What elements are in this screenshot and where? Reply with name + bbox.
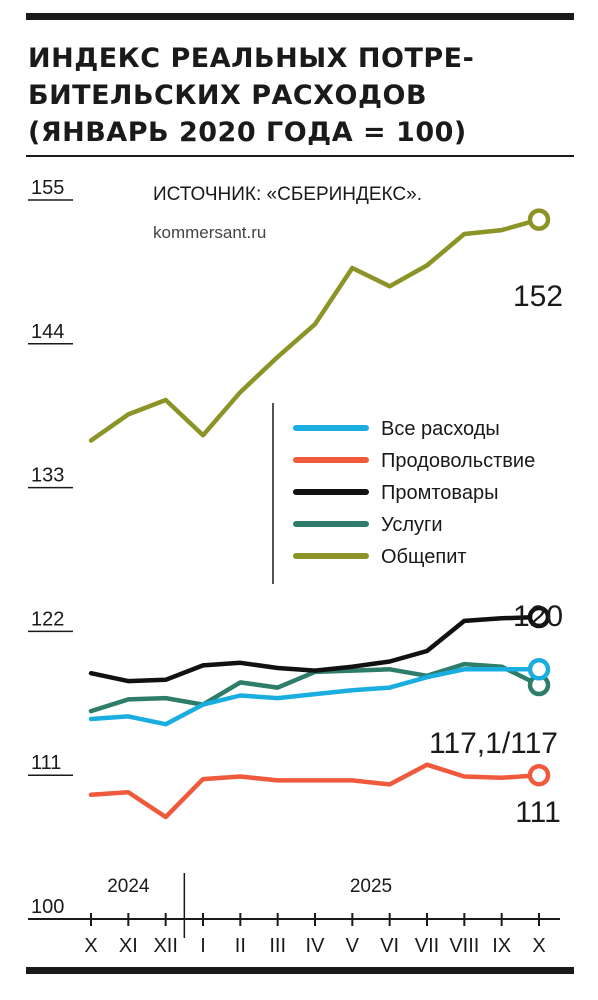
series-Общепит (88, 208, 551, 443)
series-Продовольствие (88, 762, 551, 820)
legend-label: Все расходы (381, 418, 500, 440)
legend-item: Продовольствие (293, 450, 535, 472)
end-marker (527, 605, 551, 629)
y-tick-label: 100 (31, 896, 64, 918)
x-tick-label: X (532, 935, 545, 957)
x-tick-label: XII (153, 935, 177, 957)
x-tick-label: X (84, 935, 97, 957)
legend-item: Все расходы (293, 418, 500, 440)
source-note: ИСТОЧНИК: «СБЕРИНДЕКС». (153, 184, 422, 205)
series-line (88, 762, 542, 820)
legend-item: Общепит (293, 546, 467, 568)
site-credit: kommersant.ru (153, 223, 266, 242)
top-rule (26, 13, 574, 20)
legend: Все расходы Продовольствие Промтовары Услуг… (272, 403, 535, 584)
legend-label: Продовольствие (381, 450, 535, 472)
legend-label: Общепит (381, 546, 467, 568)
end-label: 111 (515, 796, 561, 829)
x-tick-label: V (346, 935, 360, 957)
series-layer: 117,1/117 111 120 152 (88, 208, 563, 829)
title-line-3: (январь 2020 года = 100) (28, 117, 467, 148)
year-label: 2025 (350, 876, 392, 897)
legend-label: Услуги (381, 514, 443, 536)
title-line-2: бительских расходов (28, 80, 428, 111)
y-tick-label: 122 (31, 608, 64, 630)
title-line-1: Индекс реальных потре- (28, 43, 475, 74)
x-tick-label: I (200, 935, 206, 957)
x-tick-label: VII (415, 935, 439, 957)
end-label: 120 (513, 600, 563, 633)
y-tick-label: 133 (31, 465, 64, 487)
legend-item: Услуги (293, 514, 443, 536)
chart-title: Индекс реальных потре- бительских расход… (28, 40, 568, 151)
series-line (88, 217, 542, 443)
x-tick-label: III (269, 935, 286, 957)
bottom-rule (26, 967, 574, 974)
end-marker (527, 763, 551, 787)
end-marker (527, 658, 551, 681)
y-axis: 100 111 122 133 144 155 (28, 177, 73, 920)
x-tick-label: IV (306, 935, 326, 957)
x-tick-label: IX (492, 935, 511, 957)
y-tick-label: 111 (31, 752, 61, 774)
y-tick-label: 144 (31, 321, 64, 343)
x-tick-label: VIII (449, 935, 479, 957)
x-tick-label: XI (119, 935, 138, 957)
end-label: 117,1/117 (429, 727, 558, 760)
end-label: 152 (513, 280, 563, 313)
year-label: 2024 (107, 876, 150, 897)
series-Все расходы (88, 658, 551, 727)
title-rule (26, 155, 574, 157)
x-tick-label: VI (380, 935, 399, 957)
series-Промтовары (88, 605, 551, 684)
legend-item: Промтовары (293, 482, 498, 504)
end-marker (527, 208, 551, 231)
y-tick-label: 155 (31, 177, 64, 199)
legend-label: Промтовары (381, 482, 498, 504)
x-tick-label: II (235, 935, 246, 957)
